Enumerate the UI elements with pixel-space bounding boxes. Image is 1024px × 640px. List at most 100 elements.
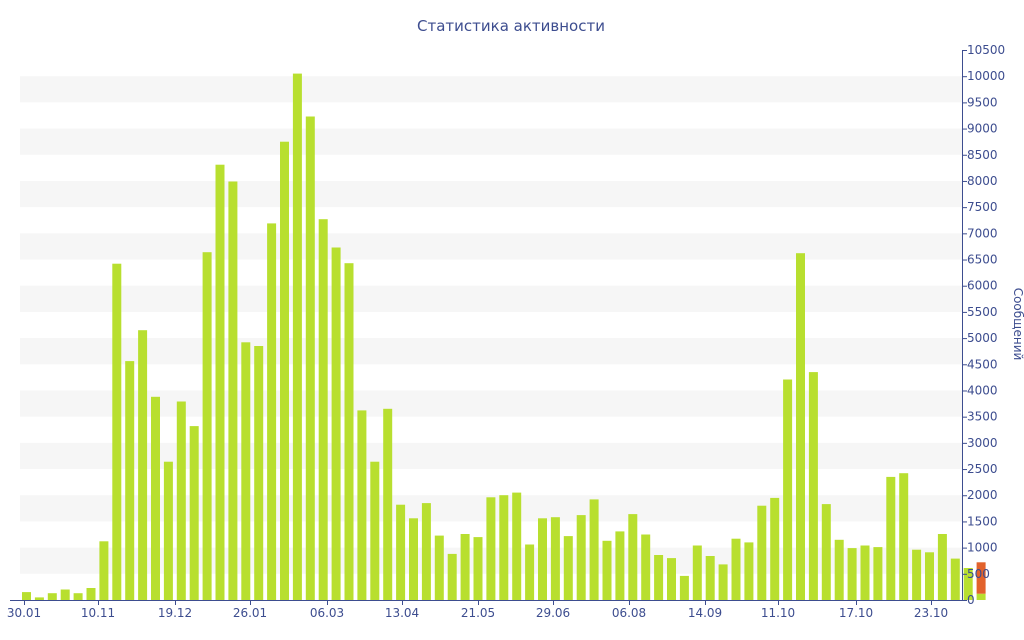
bar[interactable] xyxy=(99,541,109,600)
chart-title: Статистика активности xyxy=(417,17,605,35)
bar[interactable] xyxy=(602,540,612,600)
bar[interactable] xyxy=(783,379,793,601)
x-tick-label: 13.04 xyxy=(385,606,419,620)
bar[interactable] xyxy=(215,164,225,600)
y-tick-label: 3000 xyxy=(967,436,998,450)
bar[interactable] xyxy=(808,372,818,600)
bar[interactable] xyxy=(576,515,586,600)
y-tick-label: 2500 xyxy=(967,462,998,476)
y-tick-label: 7000 xyxy=(967,226,998,240)
y-tick-label: 0 xyxy=(967,593,975,607)
bar[interactable] xyxy=(47,593,57,600)
bar[interactable] xyxy=(641,534,651,601)
bar[interactable] xyxy=(163,461,173,600)
grid-band xyxy=(20,390,962,417)
bar[interactable] xyxy=(925,552,934,600)
bar[interactable] xyxy=(202,252,212,600)
bar[interactable] xyxy=(267,223,277,600)
bar[interactable] xyxy=(770,497,780,600)
bar[interactable] xyxy=(125,361,135,600)
y-tick-label: 10000 xyxy=(967,69,1005,83)
bar[interactable] xyxy=(847,548,857,600)
bar[interactable] xyxy=(344,263,354,600)
bar[interactable] xyxy=(912,549,922,600)
x-tick-label: 26.01 xyxy=(233,606,267,620)
y-tick-label: 9500 xyxy=(967,95,998,109)
bar[interactable] xyxy=(950,558,960,600)
bar[interactable] xyxy=(873,547,883,600)
bar[interactable] xyxy=(396,504,406,600)
bar[interactable] xyxy=(744,542,754,600)
bar[interactable] xyxy=(796,253,805,600)
bar[interactable] xyxy=(834,539,844,600)
bar[interactable] xyxy=(718,564,728,600)
bar[interactable] xyxy=(383,408,393,600)
bar[interactable] xyxy=(34,597,44,600)
bar[interactable] xyxy=(409,518,418,600)
bar[interactable] xyxy=(151,396,160,600)
bar[interactable] xyxy=(370,461,380,600)
bar[interactable] xyxy=(486,497,496,600)
y-tick-label: 5000 xyxy=(967,331,998,345)
bar[interactable] xyxy=(73,593,83,600)
bar[interactable] xyxy=(615,531,625,600)
bar[interactable] xyxy=(899,473,909,600)
bar[interactable] xyxy=(280,141,289,600)
bar[interactable] xyxy=(292,73,302,601)
bar[interactable] xyxy=(357,410,367,600)
bar[interactable] xyxy=(331,247,341,601)
bar[interactable] xyxy=(447,553,457,600)
bar[interactable] xyxy=(538,518,547,600)
bar[interactable] xyxy=(963,568,973,600)
grid-band xyxy=(20,285,962,312)
bar[interactable] xyxy=(563,536,573,600)
bar[interactable] xyxy=(731,538,741,600)
y-tick-label: 6500 xyxy=(967,253,998,267)
bar[interactable] xyxy=(757,505,767,600)
bar[interactable] xyxy=(667,558,676,600)
y-tick-label: 8500 xyxy=(967,148,998,162)
bar[interactable] xyxy=(499,495,509,600)
bar[interactable] xyxy=(22,592,31,600)
axes xyxy=(10,50,963,601)
bar[interactable] xyxy=(886,476,896,600)
bar[interactable] xyxy=(679,575,689,600)
x-axis-ticks: 30.01 10.11 19.12 26.01 06.03 13.04 21.05 29.06… xyxy=(7,600,948,620)
bar[interactable] xyxy=(318,219,328,600)
bar[interactable] xyxy=(821,504,831,600)
bar[interactable] xyxy=(176,401,186,601)
bar[interactable] xyxy=(138,330,148,600)
bar[interactable] xyxy=(628,514,638,600)
bar[interactable] xyxy=(460,534,470,600)
bar[interactable] xyxy=(937,534,947,600)
bar[interactable] xyxy=(589,499,599,600)
bar[interactable] xyxy=(241,342,251,600)
bar[interactable] xyxy=(434,535,444,600)
x-tick-label: 11.10 xyxy=(761,606,795,620)
bar[interactable] xyxy=(512,492,522,600)
x-tick-label: 19.12 xyxy=(158,606,192,620)
bar[interactable] xyxy=(976,562,986,594)
y-tick-label: 3500 xyxy=(967,410,998,424)
bar[interactable] xyxy=(473,537,483,600)
bar[interactable] xyxy=(705,556,715,600)
bar[interactable] xyxy=(525,544,535,601)
y-tick-label: 7500 xyxy=(967,200,998,214)
bar[interactable] xyxy=(550,517,560,600)
y-axis-label: Сообщений xyxy=(1011,288,1024,361)
bar[interactable] xyxy=(189,426,199,600)
grid-band xyxy=(20,180,962,208)
bar[interactable] xyxy=(692,545,702,601)
bar[interactable] xyxy=(421,503,431,600)
bar[interactable] xyxy=(86,588,96,600)
x-tick-label: 30.01 xyxy=(7,606,41,620)
bar[interactable] xyxy=(860,545,870,601)
bar[interactable] xyxy=(228,181,238,601)
bar[interactable] xyxy=(60,589,70,601)
bar[interactable] xyxy=(976,593,986,600)
bar[interactable] xyxy=(305,116,315,601)
bar[interactable] xyxy=(112,263,122,600)
bar[interactable] xyxy=(654,555,664,600)
bar[interactable] xyxy=(254,346,264,600)
y-tick-label: 9000 xyxy=(967,122,998,136)
